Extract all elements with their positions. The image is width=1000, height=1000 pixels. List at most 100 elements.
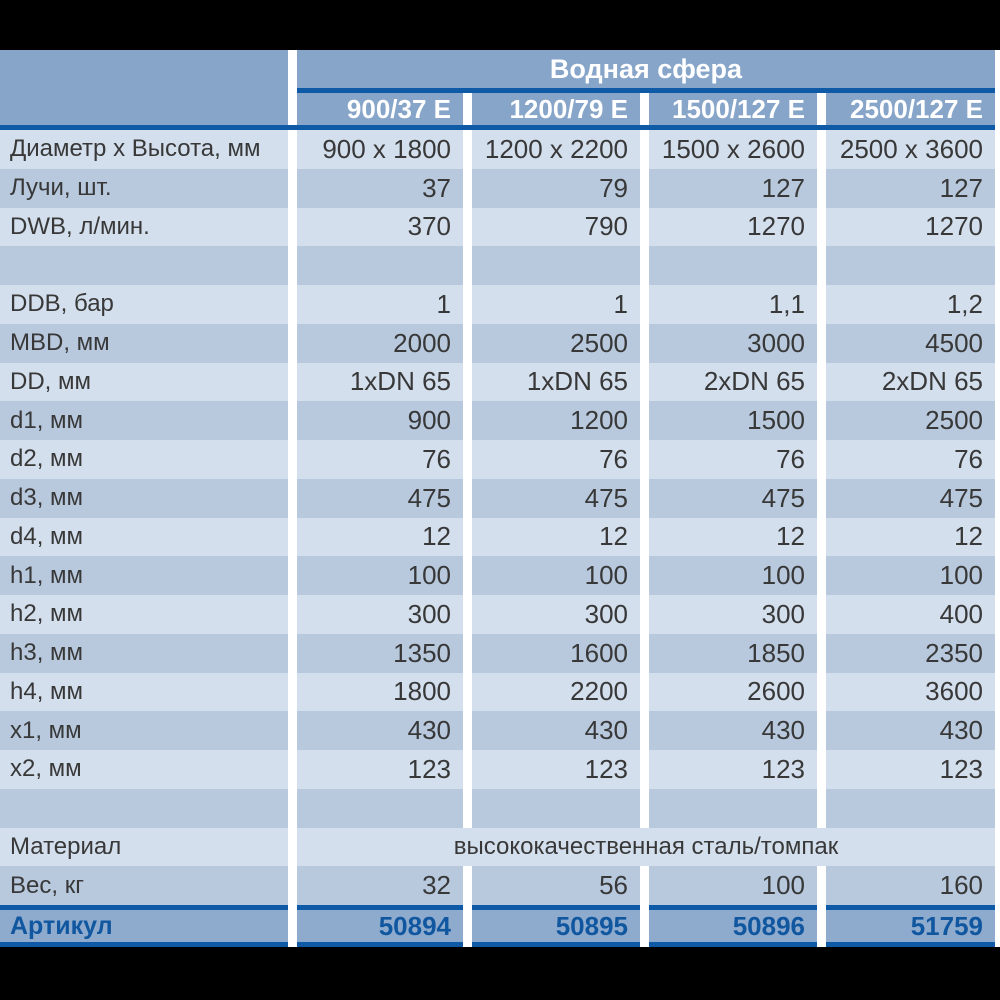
row-value-1: 56 xyxy=(472,866,640,905)
row-value-3: 475 xyxy=(826,478,995,518)
row-value-3: 3600 xyxy=(826,672,995,712)
row-value-2: 2xDN 65 xyxy=(649,362,817,402)
article-value-2: 50896 xyxy=(649,905,817,947)
spacer-cell xyxy=(649,788,817,828)
group-header-label: Водная сфера xyxy=(549,53,743,84)
row-value-1: 2200 xyxy=(472,672,640,712)
row-value-0: 123 xyxy=(297,750,463,789)
table-row: d2, мм 76 76 76 76 xyxy=(0,440,995,479)
row-value-3: 2500 xyxy=(826,401,995,440)
row-value-0: 300 xyxy=(297,595,463,634)
row-value-3: 127 xyxy=(826,168,995,208)
row-label: x1, мм xyxy=(0,711,288,750)
row-value-2: 100 xyxy=(649,866,817,905)
row-value-3: 1,2 xyxy=(826,285,995,324)
column-header-2: 1500/127 E xyxy=(649,93,817,125)
row-label: Материал xyxy=(0,827,288,867)
table-row: h4, мм 1800 2200 2600 3600 xyxy=(0,672,995,712)
row-value-3: 430 xyxy=(826,711,995,750)
row-label: h1, мм xyxy=(0,556,288,595)
row-label: Вес, кг xyxy=(0,866,288,905)
row-value-0: 76 xyxy=(297,440,463,479)
row-value-1: 1200 xyxy=(472,401,640,440)
spacer-row xyxy=(0,788,995,828)
row-value-1: 79 xyxy=(472,168,640,208)
row-value-2: 300 xyxy=(649,595,817,634)
column-header-3: 2500/127 E xyxy=(826,93,995,125)
row-value-1: 2500 xyxy=(472,323,640,363)
row-label: Артикул xyxy=(0,905,288,947)
row-value-0: 900 xyxy=(297,401,463,440)
article-value-3: 51759 xyxy=(826,905,995,947)
row-value-1: 100 xyxy=(472,556,640,595)
row-value-3: 100 xyxy=(826,556,995,595)
row-value-2: 12 xyxy=(649,517,817,557)
row-value-2: 475 xyxy=(649,478,817,518)
table-row: DDB, бар 1 1 1,1 1,2 xyxy=(0,285,995,324)
table-row: Диаметр x Высота, мм 900 x 1800 1200 x 220… xyxy=(0,130,995,169)
table-row: MBD, мм 2000 2500 3000 4500 xyxy=(0,323,995,363)
row-label: d2, мм xyxy=(0,440,288,479)
row-label: DWB, л/мин. xyxy=(0,207,288,247)
row-value-1: 430 xyxy=(472,711,640,750)
spacer-cell xyxy=(0,788,288,828)
row-label: d1, мм xyxy=(0,401,288,440)
spacer-cell xyxy=(0,246,288,285)
table-body: Диаметр x Высота, мм 900 x 1800 1200 x 220… xyxy=(0,130,995,947)
table-row: Лучи, шт. 37 79 127 127 xyxy=(0,168,995,208)
row-value-2: 100 xyxy=(649,556,817,595)
row-label: Лучи, шт. xyxy=(0,168,288,208)
row-value-0: 475 xyxy=(297,478,463,518)
row-label: DD, мм xyxy=(0,362,288,402)
header-empty-cell xyxy=(0,93,288,125)
row-label: h4, мм xyxy=(0,672,288,712)
row-value-2: 430 xyxy=(649,711,817,750)
row-label: Диаметр x Высота, мм xyxy=(0,130,288,169)
row-value-3: 4500 xyxy=(826,323,995,363)
spacer-cell xyxy=(826,788,995,828)
row-span-value: высококачественная сталь/томпак xyxy=(297,827,995,867)
row-label: d3, мм xyxy=(0,478,288,518)
row-value-1: 790 xyxy=(472,207,640,247)
table-row: d3, мм 475 475 475 475 xyxy=(0,478,995,518)
row-value-3: 2350 xyxy=(826,633,995,673)
column-header-0: 900/37 E xyxy=(297,93,463,125)
row-value-0: 37 xyxy=(297,168,463,208)
row-label: DDB, бар xyxy=(0,285,288,324)
table-row: h3, мм 1350 1600 1850 2350 xyxy=(0,633,995,673)
row-value-2: 2600 xyxy=(649,672,817,712)
row-value-0: 32 xyxy=(297,866,463,905)
row-value-1: 1600 xyxy=(472,633,640,673)
table-row: x1, мм 430 430 430 430 xyxy=(0,711,995,750)
row-value-0: 1xDN 65 xyxy=(297,362,463,402)
row-value-3: 12 xyxy=(826,517,995,557)
row-value-3: 123 xyxy=(826,750,995,789)
article-value-0: 50894 xyxy=(297,905,463,947)
header-empty-cell xyxy=(0,50,288,93)
spacer-cell xyxy=(472,788,640,828)
table-row: h2, мм 300 300 300 400 xyxy=(0,595,995,634)
row-label: MBD, мм xyxy=(0,323,288,363)
row-label: x2, мм xyxy=(0,750,288,789)
row-value-3: 400 xyxy=(826,595,995,634)
spacer-cell xyxy=(297,788,463,828)
row-value-2: 1,1 xyxy=(649,285,817,324)
row-value-0: 1350 xyxy=(297,633,463,673)
row-label: h3, мм xyxy=(0,633,288,673)
row-value-2: 1500 xyxy=(649,401,817,440)
table-row: d1, мм 900 1200 1500 2500 xyxy=(0,401,995,440)
row-value-3: 2500 x 3600 xyxy=(826,130,995,169)
spacer-cell xyxy=(297,246,463,285)
row-value-1: 1200 x 2200 xyxy=(472,130,640,169)
row-value-1: 12 xyxy=(472,517,640,557)
table-row: Вес, кг 32 56 100 160 xyxy=(0,866,995,905)
spacer-row xyxy=(0,246,995,285)
row-value-0: 100 xyxy=(297,556,463,595)
column-header-1: 1200/79 E xyxy=(472,93,640,125)
row-value-0: 1 xyxy=(297,285,463,324)
group-header-band: Водная сфера xyxy=(0,50,995,93)
spacer-cell xyxy=(649,246,817,285)
table-row: x2, мм 123 123 123 123 xyxy=(0,750,995,789)
table-row: Материал высококачественная сталь/томпак xyxy=(0,827,995,867)
